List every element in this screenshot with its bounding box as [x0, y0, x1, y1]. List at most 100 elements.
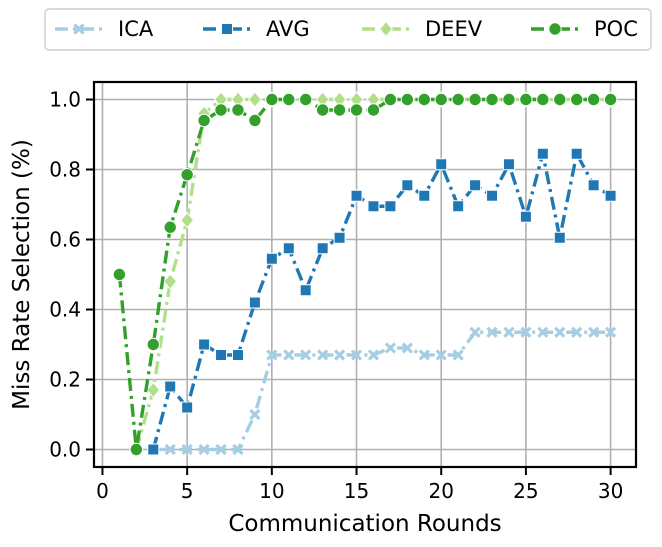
- data-point-marker: [214, 103, 228, 117]
- data-point-marker: [417, 92, 431, 107]
- data-point-marker: [383, 92, 398, 107]
- data-point-marker: [452, 349, 464, 361]
- series-line: [153, 330, 611, 452]
- data-point-marker: [519, 92, 533, 107]
- data-point-marker: [588, 326, 600, 338]
- data-point-marker: [367, 200, 380, 213]
- data-point-marker: [553, 92, 567, 107]
- data-point-marker: [163, 273, 178, 290]
- data-point-marker: [503, 326, 515, 338]
- data-point-marker: [163, 220, 177, 234]
- data-point-marker: [215, 349, 228, 361]
- legend-item-avg: AVG: [203, 17, 310, 41]
- data-point-marker: [248, 296, 261, 309]
- data-point-marker: [231, 103, 245, 117]
- data-point-marker: [180, 211, 195, 229]
- data-point-marker: [300, 349, 312, 361]
- data-point-marker: [129, 442, 144, 457]
- series-line: [134, 97, 611, 450]
- data-point-marker: [73, 23, 85, 35]
- data-point-marker: [181, 443, 193, 456]
- data-point-marker: [315, 103, 330, 117]
- y-tick-label: 0.6: [49, 228, 81, 252]
- data-point-marker: [248, 113, 262, 128]
- data-point-marker: [519, 210, 532, 223]
- data-point-marker: [367, 349, 380, 361]
- data-point-marker: [435, 158, 448, 171]
- y-tick-label: 0.0: [49, 438, 81, 462]
- data-point-marker: [221, 23, 233, 35]
- data-point-marker: [434, 92, 448, 107]
- data-point-marker: [266, 349, 278, 361]
- data-point-marker: [317, 349, 329, 361]
- data-point-marker: [536, 147, 549, 160]
- data-point-marker: [316, 242, 329, 255]
- data-point-marker: [502, 92, 516, 107]
- data-point-marker: [333, 349, 346, 361]
- data-point-marker: [400, 92, 415, 107]
- x-tick-label: 30: [598, 479, 623, 503]
- x-tick-label: 0: [96, 479, 109, 503]
- legend-label: ICA: [118, 17, 154, 41]
- y-tick-label: 0.2: [49, 368, 81, 392]
- data-point-marker: [180, 168, 194, 182]
- data-point-marker: [452, 200, 465, 213]
- data-point-marker: [283, 349, 295, 361]
- data-point-marker: [181, 401, 194, 414]
- data-point-marker: [520, 326, 532, 338]
- legend-label: DEEV: [425, 17, 483, 41]
- data-point-marker: [418, 349, 430, 361]
- data-point-marker: [587, 179, 600, 192]
- x-tick-label: 15: [344, 479, 369, 503]
- x-tick-label: 25: [513, 479, 538, 503]
- data-point-marker: [554, 326, 566, 338]
- data-point-marker: [350, 189, 363, 202]
- data-point-marker: [366, 103, 381, 117]
- data-point-marker: [401, 342, 413, 354]
- x-tick-label: 10: [259, 479, 284, 503]
- data-point-marker: [486, 189, 499, 202]
- legend-item-ica: ICA: [55, 17, 154, 41]
- data-point-marker: [198, 338, 211, 351]
- data-point-marker: [586, 92, 601, 107]
- data-point-marker: [384, 342, 397, 354]
- data-point-marker: [265, 252, 278, 265]
- data-point-marker: [536, 92, 550, 107]
- data-point-marker: [112, 267, 127, 282]
- x-axis-label: Communication Rounds: [228, 511, 501, 537]
- data-point-marker: [378, 20, 394, 38]
- data-point-marker: [215, 443, 227, 456]
- data-point-marker: [164, 443, 176, 456]
- data-point-marker: [146, 381, 161, 399]
- data-point-marker: [247, 91, 262, 108]
- data-point-marker: [604, 189, 617, 202]
- data-point-marker: [332, 103, 347, 117]
- data-point-marker: [435, 349, 447, 361]
- data-point-marker: [537, 326, 549, 338]
- data-point-marker: [299, 284, 312, 297]
- data-point-marker: [468, 92, 482, 107]
- data-point-marker: [486, 326, 498, 338]
- data-point-marker: [282, 92, 296, 107]
- data-point-marker: [265, 92, 279, 107]
- data-point-marker: [603, 92, 618, 107]
- data-point-marker: [570, 92, 584, 107]
- legend: ICA AVG DEEV POC: [44, 8, 652, 51]
- y-axis-label: Miss Rate Selection (%): [9, 139, 35, 410]
- data-point-marker: [333, 231, 346, 244]
- data-point-marker: [384, 200, 397, 213]
- legend-item-poc: POC: [531, 17, 638, 41]
- data-point-marker: [197, 113, 211, 128]
- data-point-marker: [571, 326, 583, 338]
- data-point-marker: [604, 326, 617, 338]
- series-ica: [147, 326, 617, 456]
- data-point-marker: [198, 443, 210, 456]
- legend-label: AVG: [266, 17, 310, 41]
- plot-frame: [92, 80, 638, 469]
- data-point-marker: [164, 380, 177, 393]
- data-point-marker: [570, 147, 583, 160]
- data-point-marker: [147, 443, 160, 456]
- y-tick-label: 0.4: [49, 298, 81, 322]
